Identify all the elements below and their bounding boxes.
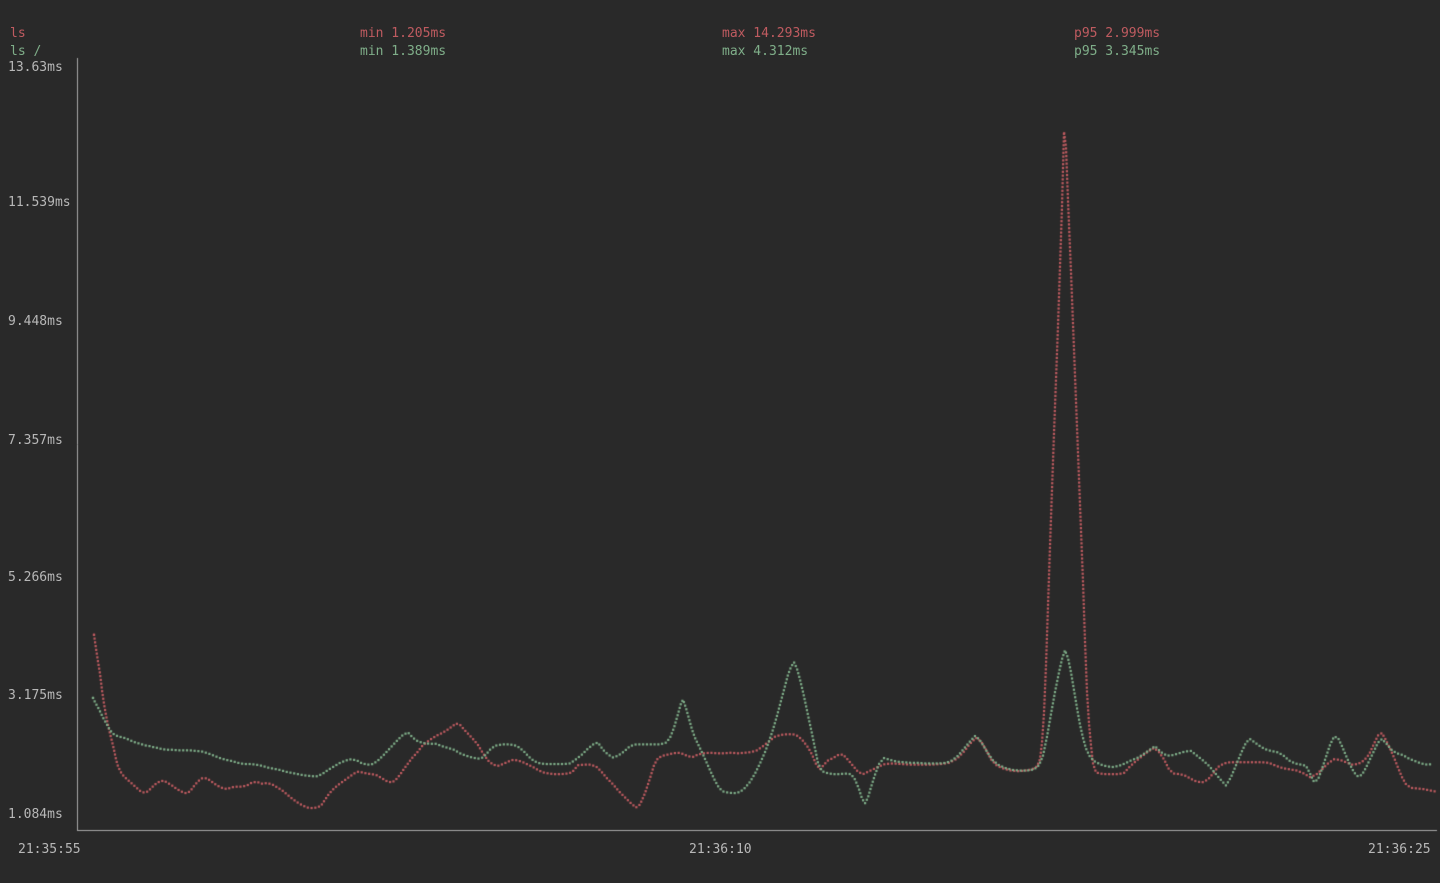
y-tick-label: 13.63ms (8, 60, 63, 75)
x-tick-label-end: 21:36:25 (1368, 842, 1431, 857)
y-tick-label: 9.448ms (8, 314, 63, 329)
y-tick-label: 1.084ms (8, 807, 63, 822)
y-tick-label: 7.357ms (8, 433, 63, 448)
y-tick-label: 5.266ms (8, 570, 63, 585)
series-1-p95-stat: p95 2.999ms (1074, 26, 1161, 41)
x-tick-label-middle: 21:36:10 (689, 842, 752, 857)
series-1-legend-label: ls (10, 26, 26, 41)
y-tick-label: 11.539ms (8, 195, 71, 210)
x-tick-label-start: 21:35:55 (18, 842, 81, 857)
series-1-max-stat: max 14.293ms (722, 26, 816, 41)
series-2-legend-label: ls / (10, 44, 42, 59)
series-2-p95-stat: p95 3.345ms (1074, 44, 1161, 59)
series-2-min-stat: min 1.389ms (360, 44, 447, 59)
y-tick-label: 3.175ms (8, 688, 63, 703)
series-1-min-stat: min 1.205ms (360, 26, 447, 41)
series-2-max-stat: max 4.312ms (722, 44, 809, 59)
